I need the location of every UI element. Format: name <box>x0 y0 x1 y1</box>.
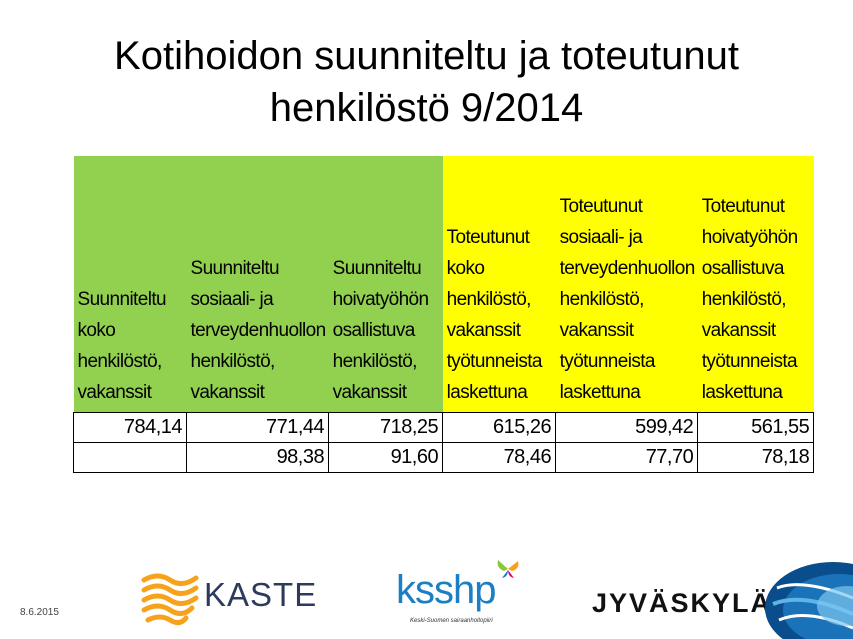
kaste-logo: KASTE <box>140 570 316 628</box>
table-cell: 599,42 <box>555 412 699 443</box>
table-cell: 98,38 <box>185 442 330 473</box>
slide-title: Kotihoidon suunniteltu ja toteutunut hen… <box>0 30 853 134</box>
table-cell: 561,55 <box>697 412 815 443</box>
header-cell: Suunniteltu koko henkilöstö, vakanssit <box>73 156 187 413</box>
table-row: 784,14 771,44 718,25 615,26 599,42 561,5… <box>73 412 815 443</box>
table-cell <box>73 442 187 473</box>
table-cell: 771,44 <box>185 412 330 443</box>
header-cell: Suunniteltu hoivatyöhön osallistuva henk… <box>328 156 443 413</box>
table-cell: 784,14 <box>73 412 187 443</box>
jyvaskyla-logo-text: JYVÄSKYLÄ <box>592 588 773 618</box>
staff-table: Suunniteltu koko henkilöstö, vakanssit S… <box>73 156 815 473</box>
butterfly-icon <box>497 560 519 578</box>
jyvaskyla-logo: JYVÄSKYLÄ <box>590 558 853 639</box>
footer-date: 8.6.2015 <box>20 607 59 618</box>
table-cell: 718,25 <box>328 412 444 443</box>
table-row: 98,38 91,60 78,46 77,70 78,18 <box>73 442 815 473</box>
table-header-row: Suunniteltu koko henkilöstö, vakanssit S… <box>73 156 814 413</box>
title-line-1: Kotihoidon suunniteltu ja toteutunut <box>114 34 739 78</box>
ksshp-logo-text: ksshp <box>396 568 496 612</box>
title-line-2: henkilöstö 9/2014 <box>269 86 584 130</box>
header-cell: Suunniteltu sosiaali- ja terveydenhuollo… <box>186 156 329 413</box>
table-cell: 77,70 <box>555 442 699 473</box>
ksshp-logo-subtitle: Keski-Suomen sairaanhoitopiiri <box>410 618 493 624</box>
jyvaskyla-wave-emblem <box>765 562 853 639</box>
header-cell: Toteutunut sosiaali- ja terveydenhuollon… <box>555 156 698 413</box>
header-cell: Toteutunut hoivatyöhön osallistuva henki… <box>697 156 814 413</box>
kaste-logo-text: KASTE <box>204 576 318 613</box>
ksshp-logo: ksshp Keski-Suomen sairaanhoitopiiri <box>396 558 526 630</box>
header-cell: Toteutunut koko henkilöstö, vakanssit ty… <box>442 156 556 413</box>
table-cell: 78,18 <box>697 442 815 473</box>
kaste-wave-icon <box>141 573 199 626</box>
table-cell: 91,60 <box>328 442 444 473</box>
table-cell: 78,46 <box>442 442 557 473</box>
table-cell: 615,26 <box>442 412 557 443</box>
